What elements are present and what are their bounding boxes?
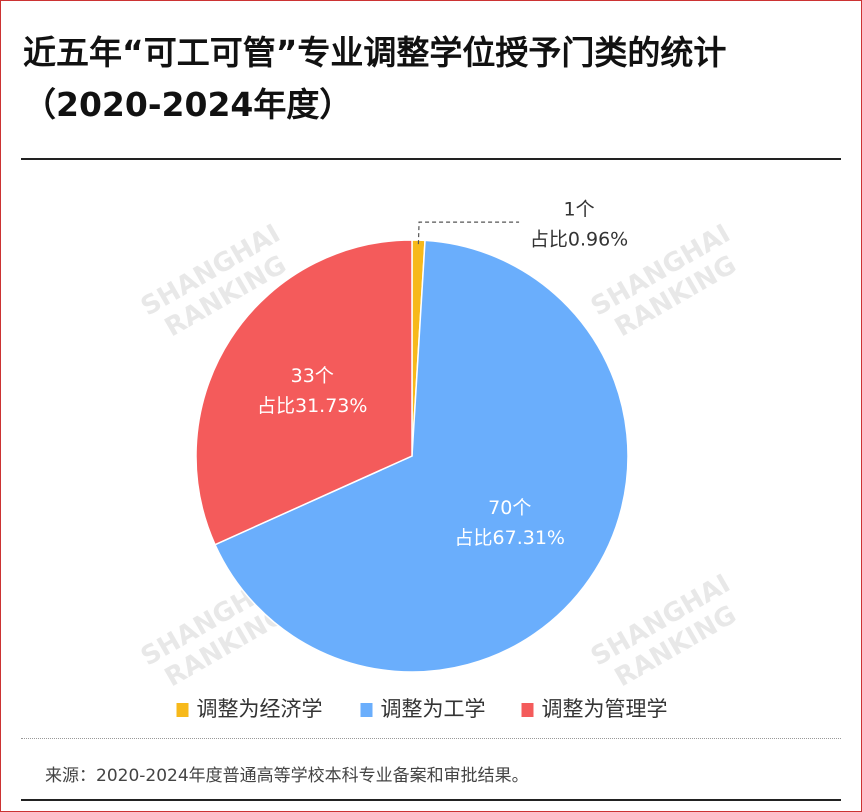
legend-swatch xyxy=(360,703,373,717)
data-label: 33个 xyxy=(291,365,334,387)
legend-label: 调整为管理学 xyxy=(542,697,668,721)
divider xyxy=(21,738,841,739)
data-label: 占比0.96% xyxy=(530,229,628,251)
data-label: 1个 xyxy=(564,199,595,221)
divider xyxy=(21,799,841,801)
legend-label: 调整为工学 xyxy=(381,697,486,721)
pie-slice xyxy=(195,239,413,546)
pie-slice xyxy=(214,239,629,673)
data-label: 占比67.31% xyxy=(455,527,565,549)
source-note: 来源：2020-2024年度普通高等学校本科专业备案和审批结果。 xyxy=(45,766,529,786)
chart-title: 近五年“可工可管”专业调整学位授予门类的统计（2020-2024年度） xyxy=(23,33,727,124)
data-label: 占比31.73% xyxy=(257,395,367,417)
data-label: 70个 xyxy=(488,497,531,519)
divider xyxy=(21,158,841,160)
legend-swatch xyxy=(176,703,189,717)
legend-swatch xyxy=(521,703,534,717)
legend-label: 调整为经济学 xyxy=(197,697,323,721)
leader-line xyxy=(417,221,520,245)
